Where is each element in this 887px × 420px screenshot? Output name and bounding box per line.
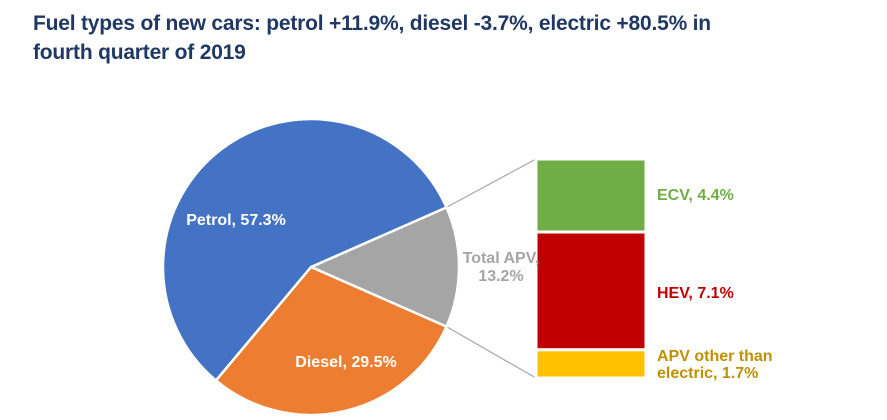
chart-title-line1: Fuel types of new cars: petrol +11.9%, d… [33, 12, 711, 35]
pie-slice-total-apv [309, 206, 461, 328]
ecv-segment-label: ECV, 4.4% [657, 187, 734, 204]
apv-other-segment-label: APV other than electric, 1.7% [657, 348, 773, 382]
chart-title: Fuel types of new cars: petrol +11.9%, d… [33, 9, 873, 67]
diesel-slice-label: Diesel, 29.5% [295, 354, 397, 371]
petrol-slice-label: Petrol, 57.3% [186, 212, 286, 229]
pie-slice-petrol [161, 117, 448, 382]
bar-segment-hev [534, 230, 648, 352]
chart-title-line2: fourth quarter of 2019 [33, 41, 246, 64]
bar-segment-ecv [534, 157, 648, 234]
pie-slice-diesel [214, 265, 448, 417]
connector-line-top [446, 158, 537, 208]
bar-segment-apv-other-than-electric [534, 348, 648, 380]
connector-line-bottom [446, 326, 537, 379]
hev-segment-label: HEV, 7.1% [657, 285, 734, 302]
total-apv-slice-label: Total APV, 13.2% [462, 250, 540, 285]
